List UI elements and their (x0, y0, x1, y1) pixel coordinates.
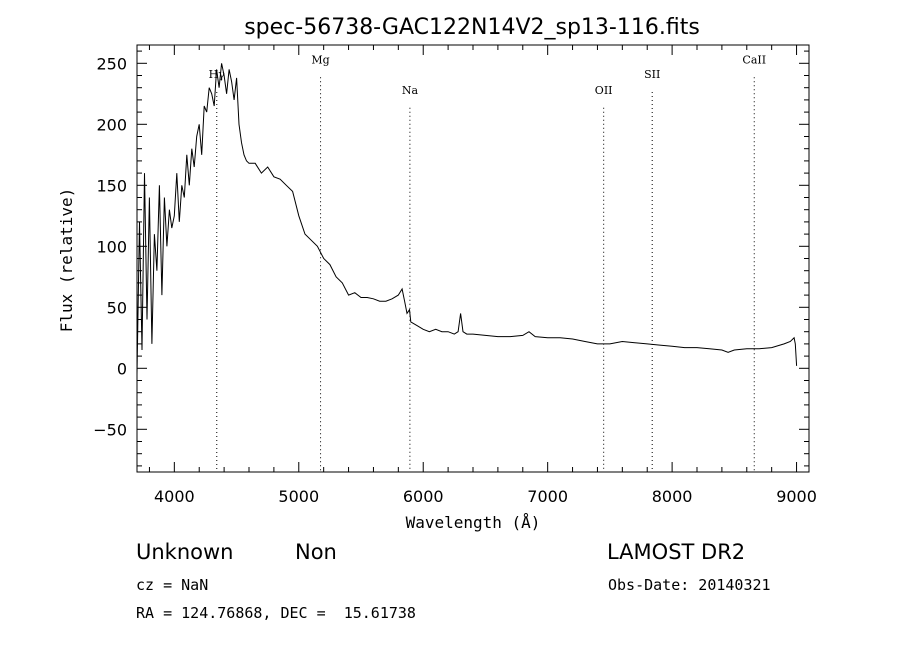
line-marker-label: Na (402, 84, 419, 97)
coordinates-text: RA = 124.76868, DEC = 15.61738 (136, 604, 416, 622)
y-axis-label: Flux (relative) (57, 188, 76, 333)
x-tick-label: 9000 (776, 487, 817, 506)
y-tick-label: 0 (117, 359, 127, 378)
object-subclass: Non (295, 540, 337, 564)
line-marker-label: SII (644, 68, 660, 81)
x-tick-label: 5000 (278, 487, 319, 506)
y-tick-label: 100 (96, 237, 127, 256)
y-tick-label: −50 (93, 420, 127, 439)
x-tick-label: 8000 (652, 487, 693, 506)
x-tick-label: 7000 (527, 487, 568, 506)
y-tick-label: 200 (96, 115, 127, 134)
survey-name: LAMOST DR2 (607, 540, 746, 564)
chart-title: spec-56738-GAC122N14V2_sp13-116.fits (244, 15, 700, 40)
minor-ticks (137, 45, 809, 472)
x-axis-label: Wavelength (Å) (406, 513, 541, 532)
x-tick-label: 6000 (403, 487, 444, 506)
x-tick-label: 4000 (154, 487, 195, 506)
line-marker-label: Mg (311, 53, 329, 66)
redshift-text: cz = NaN (136, 576, 209, 594)
y-axis-ticks: −50 0 50 100 150 200 250 (93, 54, 809, 439)
obs-date-text: Obs-Date: 20140321 (608, 576, 771, 594)
line-marker-label: CaII (742, 53, 766, 66)
object-class: Unknown (136, 540, 234, 564)
y-tick-label: 50 (107, 298, 127, 317)
y-tick-label: 250 (96, 54, 127, 73)
y-tick-label: 150 (96, 176, 127, 195)
spectrum-line (136, 63, 798, 375)
line-marker-label: OII (595, 84, 613, 97)
x-axis-ticks: 4000 5000 6000 7000 8000 9000 (154, 45, 817, 506)
